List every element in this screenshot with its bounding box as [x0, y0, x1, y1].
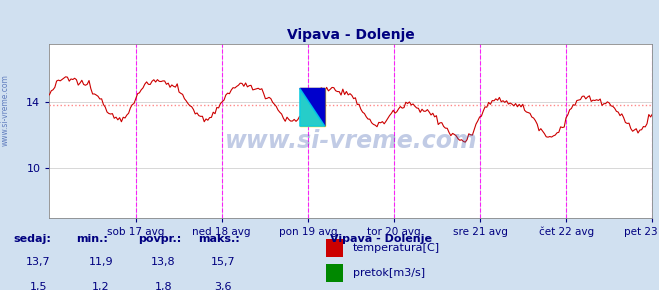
Text: sedaj:: sedaj: [13, 234, 51, 244]
Text: 11,9: 11,9 [88, 257, 113, 267]
Text: 1,5: 1,5 [30, 282, 47, 290]
Text: 3,6: 3,6 [214, 282, 231, 290]
Text: Vipava - Dolenje: Vipava - Dolenje [330, 234, 432, 244]
Text: 1,2: 1,2 [92, 282, 109, 290]
Polygon shape [300, 88, 325, 126]
Bar [326, 239, 343, 257]
Text: 1,8: 1,8 [155, 282, 172, 290]
Text: 13,8: 13,8 [151, 257, 176, 267]
Text: 15,7: 15,7 [210, 257, 235, 267]
Text: min.:: min.: [76, 234, 107, 244]
Text: maks.:: maks.: [198, 234, 239, 244]
Text: 13,7: 13,7 [26, 257, 51, 267]
Title: Vipava - Dolenje: Vipava - Dolenje [287, 28, 415, 42]
Text: temperatura[C]: temperatura[C] [353, 243, 440, 253]
Text: povpr.:: povpr.: [138, 234, 182, 244]
Text: www.si-vreme.com: www.si-vreme.com [1, 74, 10, 146]
Text: www.si-vreme.com: www.si-vreme.com [225, 129, 477, 153]
Text: pretok[m3/s]: pretok[m3/s] [353, 269, 424, 278]
Polygon shape [300, 88, 325, 126]
Bar [326, 264, 343, 282]
